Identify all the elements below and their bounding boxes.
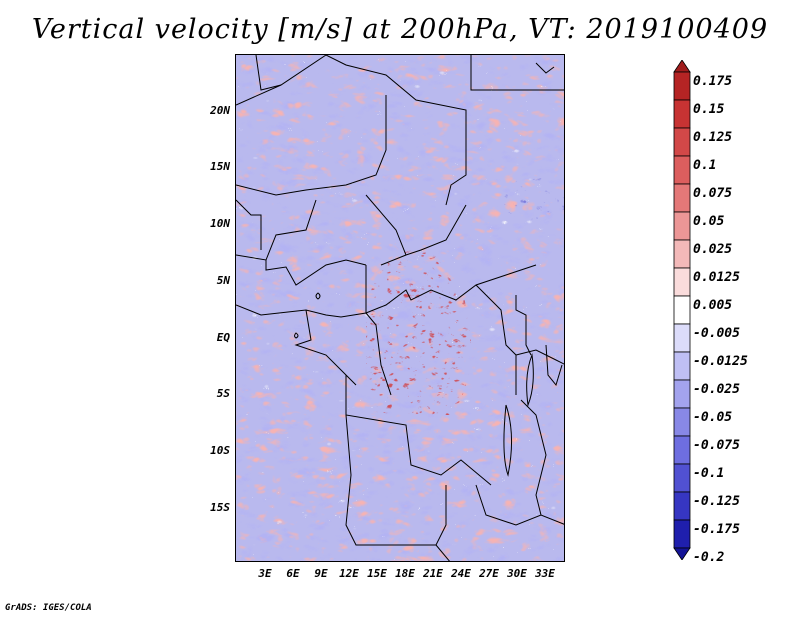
lon-label-6e: 6E <box>286 567 300 580</box>
lon-label-33e: 33E <box>535 567 555 580</box>
lon-label-24e: 24E <box>451 567 471 580</box>
lat-label-5s: 5S <box>216 387 230 400</box>
colorbar-segment <box>673 99 691 129</box>
colorbar-segment <box>673 239 691 269</box>
colorbar-label: 0.15 <box>693 102 725 117</box>
lon-label-9e: 9E <box>314 567 328 580</box>
velocity-field <box>236 55 564 561</box>
colorbar-segment <box>673 211 691 241</box>
colorbar-segment <box>673 463 691 493</box>
lat-label-5n: 5N <box>216 274 230 287</box>
colorbar-segment <box>673 295 691 325</box>
colorbar-label: 0.075 <box>693 186 733 201</box>
country-borders <box>236 55 564 561</box>
colorbar-segment <box>673 379 691 409</box>
lon-label-18e: 18E <box>395 567 415 580</box>
colorbar-segment <box>673 183 691 213</box>
colorbar <box>673 60 691 560</box>
colorbar-label: 0.025 <box>693 242 733 257</box>
colorbar-segment <box>673 127 691 157</box>
colorbar-segment <box>673 155 691 185</box>
colorbar-segment <box>673 71 691 101</box>
colorbar-label: 0.175 <box>693 74 733 89</box>
colorbar-label: 0.0125 <box>693 270 740 285</box>
convective-cores <box>366 177 564 415</box>
colorbar-segment <box>673 519 691 549</box>
colorbar-label: -0.005 <box>693 326 740 341</box>
lon-label-12e: 12E <box>339 567 359 580</box>
lon-label-27e: 27E <box>479 567 499 580</box>
colorbar-label: -0.125 <box>693 494 740 509</box>
colorbar-segment <box>673 435 691 465</box>
lon-label-30e: 30E <box>507 567 527 580</box>
colorbar-bottom-triangle <box>673 547 691 560</box>
lat-label-10n: 10N <box>210 217 230 230</box>
colorbar-segment <box>673 407 691 437</box>
colorbar-segment <box>673 491 691 521</box>
colorbar-label: -0.1 <box>693 466 725 481</box>
lat-label-15s: 15S <box>210 501 230 514</box>
colorbar-label: -0.05 <box>693 410 733 425</box>
lat-label-15n: 15N <box>210 160 230 173</box>
colorbar-label: 0.1 <box>693 158 717 173</box>
lake-outlines <box>294 292 534 477</box>
lat-label-eq: EQ <box>216 331 230 344</box>
colorbar-label: -0.025 <box>693 382 740 397</box>
colorbar-label: -0.175 <box>693 522 740 537</box>
colorbar-segment <box>673 267 691 297</box>
colorbar-label: -0.2 <box>693 550 725 565</box>
map-plot-area <box>235 54 565 562</box>
colorbar-label: 0.125 <box>693 130 733 145</box>
chart-title: Vertical velocity [m/s] at 200hPa, VT: 2… <box>31 14 769 45</box>
colorbar-segment <box>673 351 691 381</box>
lat-label-10s: 10S <box>210 444 230 457</box>
colorbar-segment <box>673 323 691 353</box>
colorbar-label: 0.05 <box>693 214 725 229</box>
lon-label-15e: 15E <box>367 567 387 580</box>
colorbar-top-triangle <box>673 60 691 73</box>
colorbar-label: -0.0125 <box>693 354 748 369</box>
lon-label-3e: 3E <box>258 567 272 580</box>
grads-credit: GrADS: IGES/COLA <box>5 603 92 613</box>
lat-label-20n: 20N <box>210 104 230 117</box>
colorbar-label: 0.005 <box>693 298 733 313</box>
lon-label-21e: 21E <box>423 567 443 580</box>
colorbar-label: -0.075 <box>693 438 740 453</box>
